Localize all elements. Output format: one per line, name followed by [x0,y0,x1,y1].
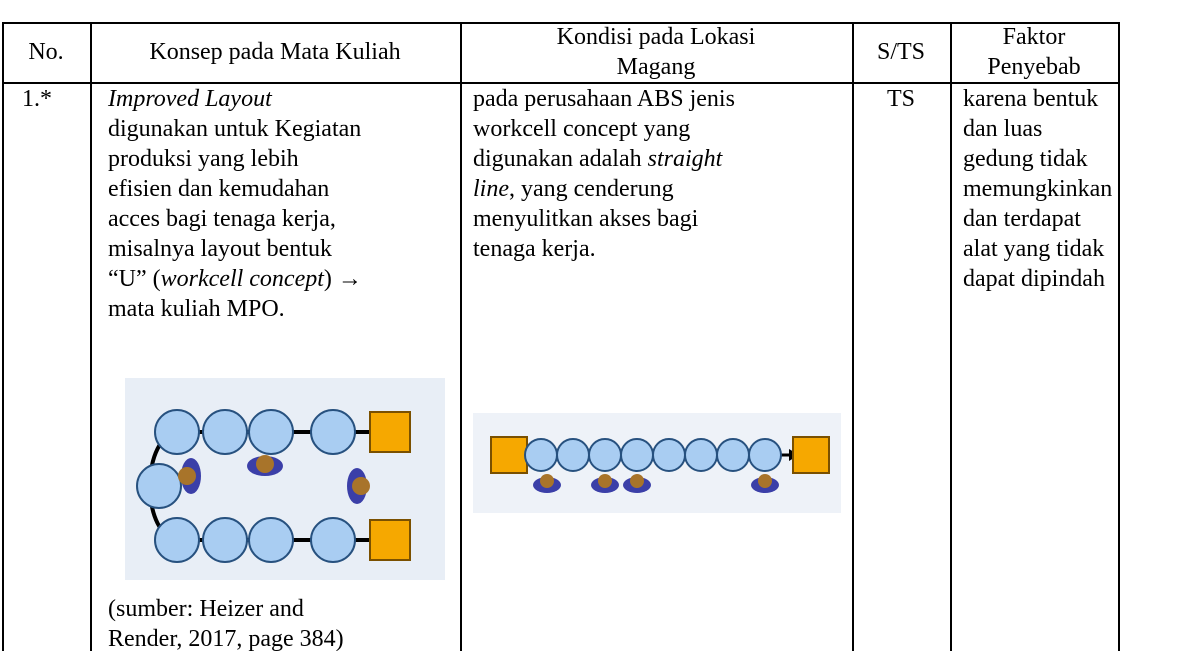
text-run: tenaga kerja. [473,236,596,262]
table-border [2,22,4,651]
text-run: dapat dipindah [963,266,1105,292]
text-line: efisien dan kemudahan [108,174,362,204]
table-border [852,22,854,651]
text-run: produksi yang lebih [108,146,299,172]
u-layout-figure [125,378,445,580]
text-run: Improved Layout [108,86,272,112]
text-line: pada perusahaan ABS jenis [473,84,735,114]
header-line: Kondisi pada Lokasi [556,24,756,50]
header-cell: S/TS [852,37,950,67]
table-cell: TS [852,84,950,114]
text-line: produksi yang lebih [108,144,362,174]
text-line: acces bagi tenaga kerja, [108,204,362,234]
text-run: alat yang tidak [963,236,1105,262]
text-line: dan luas [963,114,1112,144]
table-border [950,22,952,651]
text-line: (sumber: Heizer and [108,594,344,624]
text-line: karena bentuk [963,84,1112,114]
text-run: ) → [323,266,362,292]
text-line: dan terdapat [963,204,1112,234]
text-run: karena bentuk [963,86,1099,112]
text-line: memungkinkan [963,174,1112,204]
header-cell: Faktor Penyebab [950,22,1118,82]
table-border [2,22,1119,24]
text-run: workcell concept yang [473,116,691,142]
text-line: “U” (workcell concept) → [108,264,362,294]
table-cell: Improved Layout digunakan untuk Kegiatan p… [108,84,362,324]
text-line: gedung tidak [963,144,1112,174]
text-line: mata kuliah MPO. [108,294,362,324]
text-line: digunakan untuk Kegiatan [108,114,362,144]
header-line: Faktor [1002,24,1066,50]
header-line: Magang [616,54,696,80]
text-run: menyulitkan akses bagi [473,206,699,232]
text-line: TS [852,84,950,114]
header-cell: Kondisi pada Lokasi Magang [460,22,852,82]
text-line: digunakan adalah straight [473,144,735,174]
text-line: tenaga kerja. [473,234,735,264]
text-line: line, yang cenderung [473,174,735,204]
text-run: memungkinkan [963,176,1113,202]
text-run: “U” ( [108,266,161,292]
table-border [90,22,92,651]
table-border [460,22,462,651]
text-run: misalnya layout bentuk [108,236,332,262]
header-line: No. [28,39,64,65]
text-run: dan luas [963,116,1043,142]
text-run: gedung tidak [963,146,1088,172]
text-line: alat yang tidak [963,234,1112,264]
text-line: Improved Layout [108,84,362,114]
text-run: Render, 2017, page 384) [108,626,344,651]
text-run: , yang cenderung [509,176,674,202]
text-line: misalnya layout bentuk [108,234,362,264]
header-line: Konsep pada Mata Kuliah [149,39,401,65]
text-line: menyulitkan akses bagi [473,204,735,234]
text-run: (sumber: Heizer and [108,596,304,622]
text-line: Render, 2017, page 384) [108,624,344,651]
header-cell: No. [2,37,90,67]
text-run: dan terdapat [963,206,1081,232]
header-line: Penyebab [987,54,1081,80]
text-run: straight [647,146,723,172]
table-cell: pada perusahaan ABS jenis workcell concep… [473,84,735,264]
figure-caption: (sumber: Heizer and Render, 2017, page 38… [108,594,344,651]
text-run: workcell concept [160,266,324,292]
text-run: digunakan adalah [473,146,648,172]
text-line: 1.* [22,84,52,114]
header-cell: Konsep pada Mata Kuliah [90,37,460,67]
header-line: S/TS [876,39,926,65]
text-run: pada perusahaan ABS jenis [473,86,735,112]
table-cell: karena bentuk dan luas gedung tidak memungk… [963,84,1112,294]
table-cell: 1.* [22,84,52,114]
text-line: dapat dipindah [963,264,1112,294]
table-border [1118,22,1120,651]
text-run: TS [886,86,915,112]
text-run: 1.* [22,86,52,112]
table-border [2,82,1119,84]
text-run: digunakan untuk Kegiatan [108,116,362,142]
text-run: line [473,176,509,202]
text-run: mata kuliah MPO. [108,296,285,322]
straight-line-figure [473,413,841,513]
text-run: efisien dan kemudahan [108,176,330,202]
text-run: acces bagi tenaga kerja, [108,206,336,232]
text-line: workcell concept yang [473,114,735,144]
